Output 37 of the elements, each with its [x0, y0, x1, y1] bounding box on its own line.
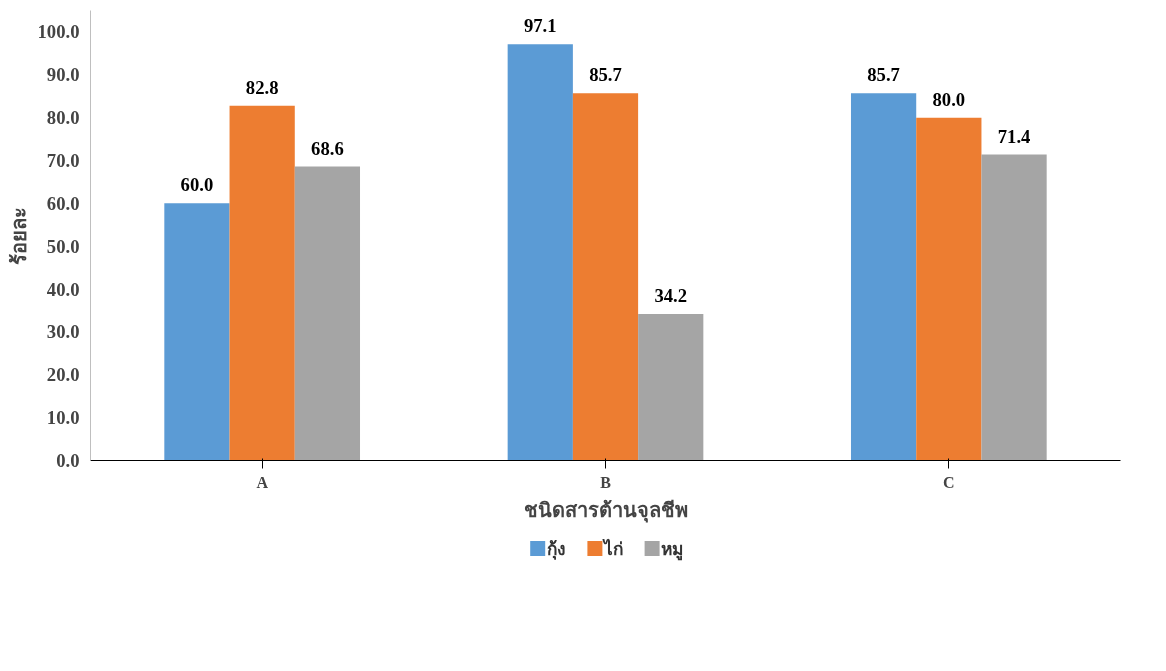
y-tick-label: 100.0	[37, 21, 80, 43]
y-axis-title: ร้อยละ	[7, 206, 30, 265]
y-tick-label: 70.0	[46, 150, 80, 171]
data-label: 97.1	[523, 15, 557, 37]
y-tick-label: 80.0	[46, 107, 80, 129]
x-tick-label: A	[256, 473, 269, 491]
bar	[638, 313, 704, 461]
y-tick-label: 50.0	[46, 235, 80, 257]
y-tick-label: 90.0	[46, 64, 80, 86]
x-tick-label: C	[943, 473, 955, 491]
bar	[916, 117, 982, 461]
y-tick-label: 20.0	[46, 364, 80, 386]
bar	[981, 154, 1047, 461]
bar	[850, 93, 917, 461]
data-label: 71.4	[997, 125, 1031, 147]
legend-label: หมู	[661, 538, 684, 561]
y-tick-label: 40.0	[46, 278, 80, 300]
x-axis-title: ชนิดสารต้านจุลชีพ	[523, 498, 688, 523]
y-tick-label: 0.0	[56, 450, 80, 471]
bar	[507, 44, 573, 461]
bar	[229, 105, 295, 461]
bar	[164, 203, 230, 461]
legend-label: กุ้ง	[547, 538, 566, 560]
data-label: 85.7	[867, 64, 900, 86]
x-tick-label: B	[600, 473, 612, 491]
data-label: 34.2	[654, 284, 688, 306]
bar	[294, 166, 361, 461]
data-label: 82.8	[245, 76, 279, 98]
legend-label: ไก่	[602, 537, 624, 559]
data-label: 60.0	[180, 174, 214, 196]
data-label: 85.7	[589, 64, 622, 86]
bar	[572, 93, 639, 461]
y-tick-label: 60.0	[46, 192, 80, 214]
data-label: 68.6	[311, 137, 344, 159]
data-label: 80.0	[932, 88, 966, 110]
y-tick-label: 10.0	[46, 407, 80, 429]
y-tick-label: 30.0	[46, 321, 80, 343]
